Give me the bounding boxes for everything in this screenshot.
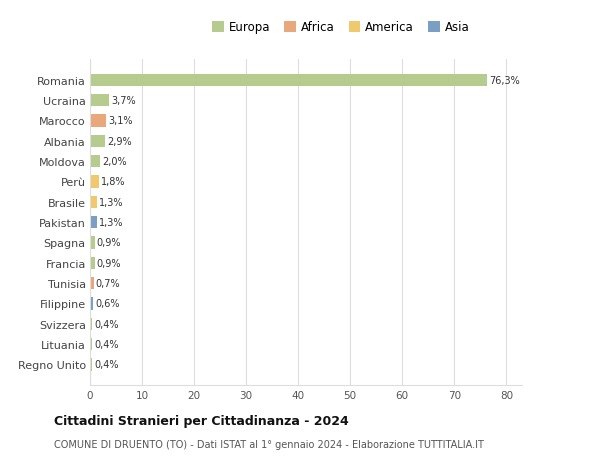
Bar <box>90 318 92 330</box>
Text: 1,8%: 1,8% <box>101 177 126 187</box>
Text: 2,0%: 2,0% <box>103 157 127 167</box>
Bar <box>90 156 100 168</box>
Bar <box>90 298 93 310</box>
Legend: Europa, Africa, America, Asia: Europa, Africa, America, Asia <box>207 17 474 39</box>
Bar <box>90 196 97 208</box>
Text: 0,4%: 0,4% <box>94 319 119 329</box>
Text: 1,3%: 1,3% <box>99 197 124 207</box>
Bar <box>90 135 105 147</box>
Bar <box>90 257 95 269</box>
Bar <box>90 338 92 351</box>
Text: COMUNE DI DRUENTO (TO) - Dati ISTAT al 1° gennaio 2024 - Elaborazione TUTTITALIA: COMUNE DI DRUENTO (TO) - Dati ISTAT al 1… <box>54 440 484 449</box>
Bar <box>90 74 487 87</box>
Text: 0,6%: 0,6% <box>95 299 120 309</box>
Text: 0,9%: 0,9% <box>97 258 121 268</box>
Bar <box>90 176 100 188</box>
Text: 76,3%: 76,3% <box>489 76 520 85</box>
Text: 2,9%: 2,9% <box>107 136 132 146</box>
Text: 0,4%: 0,4% <box>94 339 119 349</box>
Bar <box>90 237 95 249</box>
Bar <box>90 95 109 107</box>
Bar <box>90 217 97 229</box>
Text: 0,7%: 0,7% <box>96 279 121 288</box>
Text: 3,7%: 3,7% <box>112 96 136 106</box>
Bar <box>90 115 106 127</box>
Text: Cittadini Stranieri per Cittadinanza - 2024: Cittadini Stranieri per Cittadinanza - 2… <box>54 414 349 428</box>
Bar <box>90 358 92 371</box>
Bar <box>90 277 94 290</box>
Text: 0,4%: 0,4% <box>94 360 119 369</box>
Text: 0,9%: 0,9% <box>97 238 121 248</box>
Text: 3,1%: 3,1% <box>108 116 133 126</box>
Text: 1,3%: 1,3% <box>99 218 124 228</box>
